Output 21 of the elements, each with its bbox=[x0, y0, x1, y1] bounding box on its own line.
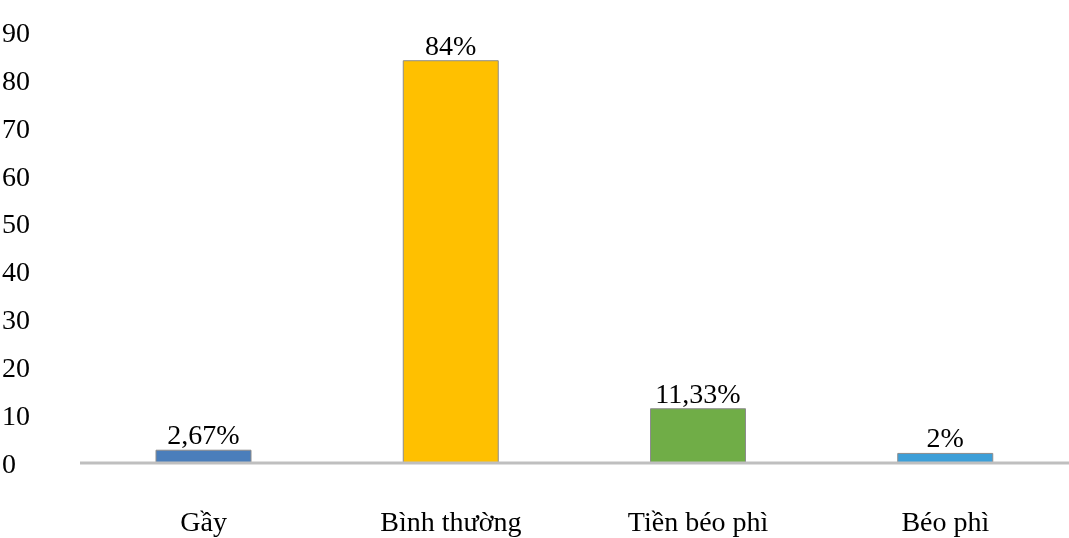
bar bbox=[650, 408, 746, 463]
y-tick-label: 50 bbox=[2, 208, 30, 240]
y-tick-label: 60 bbox=[2, 160, 30, 192]
y-tick-label: 80 bbox=[2, 64, 30, 96]
data-label: 84% bbox=[425, 29, 477, 61]
x-tick-label: Bình thường bbox=[380, 505, 522, 537]
y-tick-label: 0 bbox=[2, 447, 16, 479]
y-tick-label: 90 bbox=[2, 16, 30, 48]
y-tick-label: 30 bbox=[2, 304, 30, 336]
data-label: 11,33% bbox=[655, 377, 741, 409]
data-label: 2% bbox=[926, 422, 964, 454]
x-tick-label: Tiền béo phì bbox=[627, 505, 769, 537]
data-label: 2,67% bbox=[167, 419, 240, 451]
x-tick-label: Gầy bbox=[180, 505, 227, 537]
x-tick-label: Béo phì bbox=[901, 505, 990, 537]
y-tick-label: 20 bbox=[2, 352, 30, 384]
y-tick-label: 10 bbox=[2, 400, 30, 432]
bar bbox=[155, 449, 252, 463]
bar bbox=[402, 60, 499, 463]
y-tick-label: 70 bbox=[2, 112, 30, 144]
y-tick-label: 40 bbox=[2, 256, 30, 288]
